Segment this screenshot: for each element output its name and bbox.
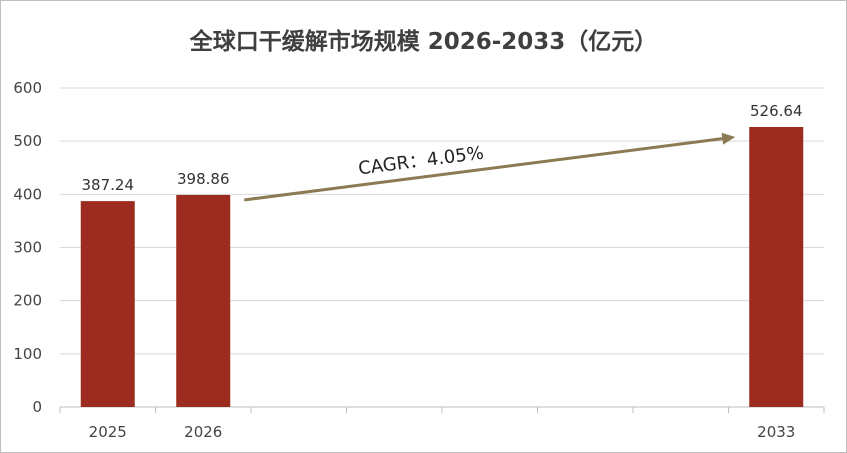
cagr-annotation: CAGR：4.05% xyxy=(244,132,736,202)
chart-title: 全球口干缓解市场规模 2026-2033（亿元） xyxy=(189,29,658,55)
data-label-2025: 387.24 xyxy=(82,176,135,194)
bar-2025 xyxy=(80,201,135,407)
x-tick-label-2033: 2033 xyxy=(757,423,795,441)
x-tick-label-2025: 2025 xyxy=(89,423,127,441)
cagr-label: CAGR：4.05% xyxy=(357,143,485,180)
x-axis: 2025 2026 2033 xyxy=(59,406,825,441)
y-tick-label-5: 500 xyxy=(13,132,42,150)
data-labels: 387.24 398.86 526.64 xyxy=(82,102,803,194)
x-tick-label-2026: 2026 xyxy=(184,423,222,441)
bar-2026 xyxy=(176,194,231,407)
y-tick-label-0: 0 xyxy=(32,398,42,416)
data-label-2033: 526.64 xyxy=(750,102,803,120)
cagr-arrow-head xyxy=(721,132,736,145)
cagr-arrow-line xyxy=(244,137,723,202)
y-tick-label-6: 600 xyxy=(13,79,42,97)
y-tick-label-1: 100 xyxy=(13,345,42,363)
gridlines xyxy=(60,87,824,355)
y-axis: 0 100 200 300 400 500 600 xyxy=(13,79,42,416)
y-tick-label-2: 200 xyxy=(13,292,42,310)
bar-2033 xyxy=(749,127,804,408)
data-label-2026: 398.86 xyxy=(177,170,230,188)
y-tick-label-4: 400 xyxy=(13,185,42,203)
bars xyxy=(80,127,804,408)
y-tick-label-3: 300 xyxy=(13,239,42,257)
